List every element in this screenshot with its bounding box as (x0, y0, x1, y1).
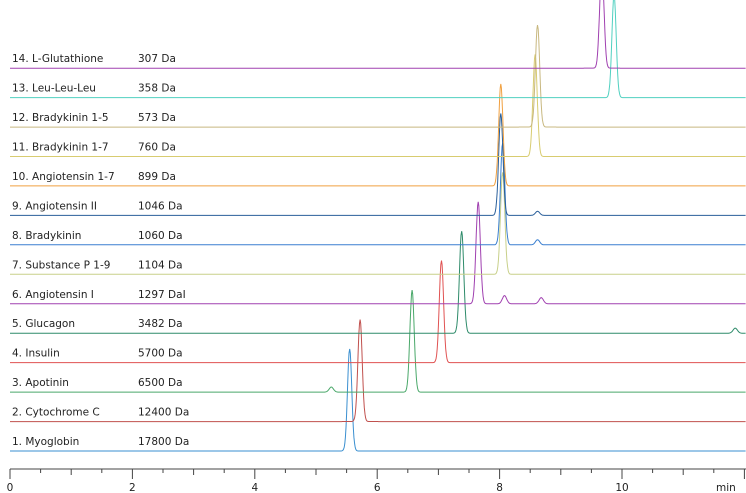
trace-mass-label-6: 1297 DaI (138, 289, 186, 301)
trace-line-13 (10, 0, 746, 99)
x-axis: min 0 2 4 6 8 10 (7, 468, 746, 493)
x-tick-label-2: 2 (129, 482, 136, 493)
x-tick-label-4: 4 (251, 482, 258, 493)
trace-line-11 (10, 54, 746, 157)
trace-name-label-13: 13. Leu-Leu-Leu (12, 83, 96, 95)
trace-line-8 (10, 142, 746, 246)
trace-name-label-2: 2. Cytochrome C (12, 407, 100, 419)
trace-name-label-6: 6. Angiotensin I (12, 289, 94, 301)
trace-name-label-7: 7. Substance P 1-9 (12, 259, 110, 271)
trace-line-3 (10, 290, 746, 393)
trace-mass-label-13: 358 Da (138, 83, 176, 95)
x-tick-label-8: 8 (496, 482, 503, 493)
trace-label-group: 1. Myoglobin 17800 Da 2. Cytochrome C 12400… (12, 53, 189, 448)
trace-mass-label-1: 17800 Da (138, 436, 189, 448)
trace-line-4 (10, 260, 746, 364)
trace-name-label-5: 5. Glucagon (12, 318, 75, 330)
trace-mass-label-9: 1046 Da (138, 200, 183, 212)
trace-line-7 (10, 172, 746, 275)
trace-line-12 (10, 25, 746, 128)
trace-name-label-11: 11. Bradykinin 1-7 (12, 142, 109, 154)
trace-mass-label-5: 3482 Da (138, 318, 183, 330)
trace-line-2 (10, 319, 746, 423)
trace-name-label-4: 4. Insulin (12, 348, 60, 360)
trace-name-label-10: 10. Angiotensin 1-7 (12, 171, 115, 183)
trace-name-label-3: 3. Apotinin (12, 377, 69, 389)
trace-mass-label-14: 307 Da (138, 53, 176, 65)
trace-mass-label-4: 5700 Da (138, 348, 183, 360)
trace-mass-label-10: 899 Da (138, 171, 176, 183)
trace-mass-label-8: 1060 Da (138, 230, 183, 242)
x-tick-label-10: 10 (615, 482, 628, 493)
trace-line-6 (10, 201, 746, 305)
trace-mass-label-2: 12400 Da (138, 407, 189, 419)
trace-mass-label-11: 760 Da (138, 142, 176, 154)
trace-line-14 (10, 0, 746, 69)
trace-line-5 (10, 231, 746, 334)
x-tick-label-0: 0 (7, 482, 14, 493)
x-tick-label-6: 6 (374, 482, 381, 493)
trace-name-label-9: 9. Angiotensin II (12, 200, 97, 212)
trace-mass-label-3: 6500 Da (138, 377, 183, 389)
x-axis-unit-label: min (716, 482, 736, 493)
trace-name-label-8: 8. Bradykinin (12, 230, 81, 242)
trace-line-10 (10, 83, 746, 187)
trace-line-9 (10, 113, 746, 216)
trace-name-label-1: 1. Myoglobin (12, 436, 79, 448)
trace-mass-label-12: 573 Da (138, 112, 176, 124)
trace-name-label-12: 12. Bradykinin 1-5 (12, 112, 109, 124)
trace-name-label-14: 14. L-Glutathione (12, 53, 103, 65)
trace-mass-label-7: 1104 Da (138, 259, 183, 271)
trace-line-1 (10, 348, 746, 452)
trace-group (10, 0, 746, 452)
